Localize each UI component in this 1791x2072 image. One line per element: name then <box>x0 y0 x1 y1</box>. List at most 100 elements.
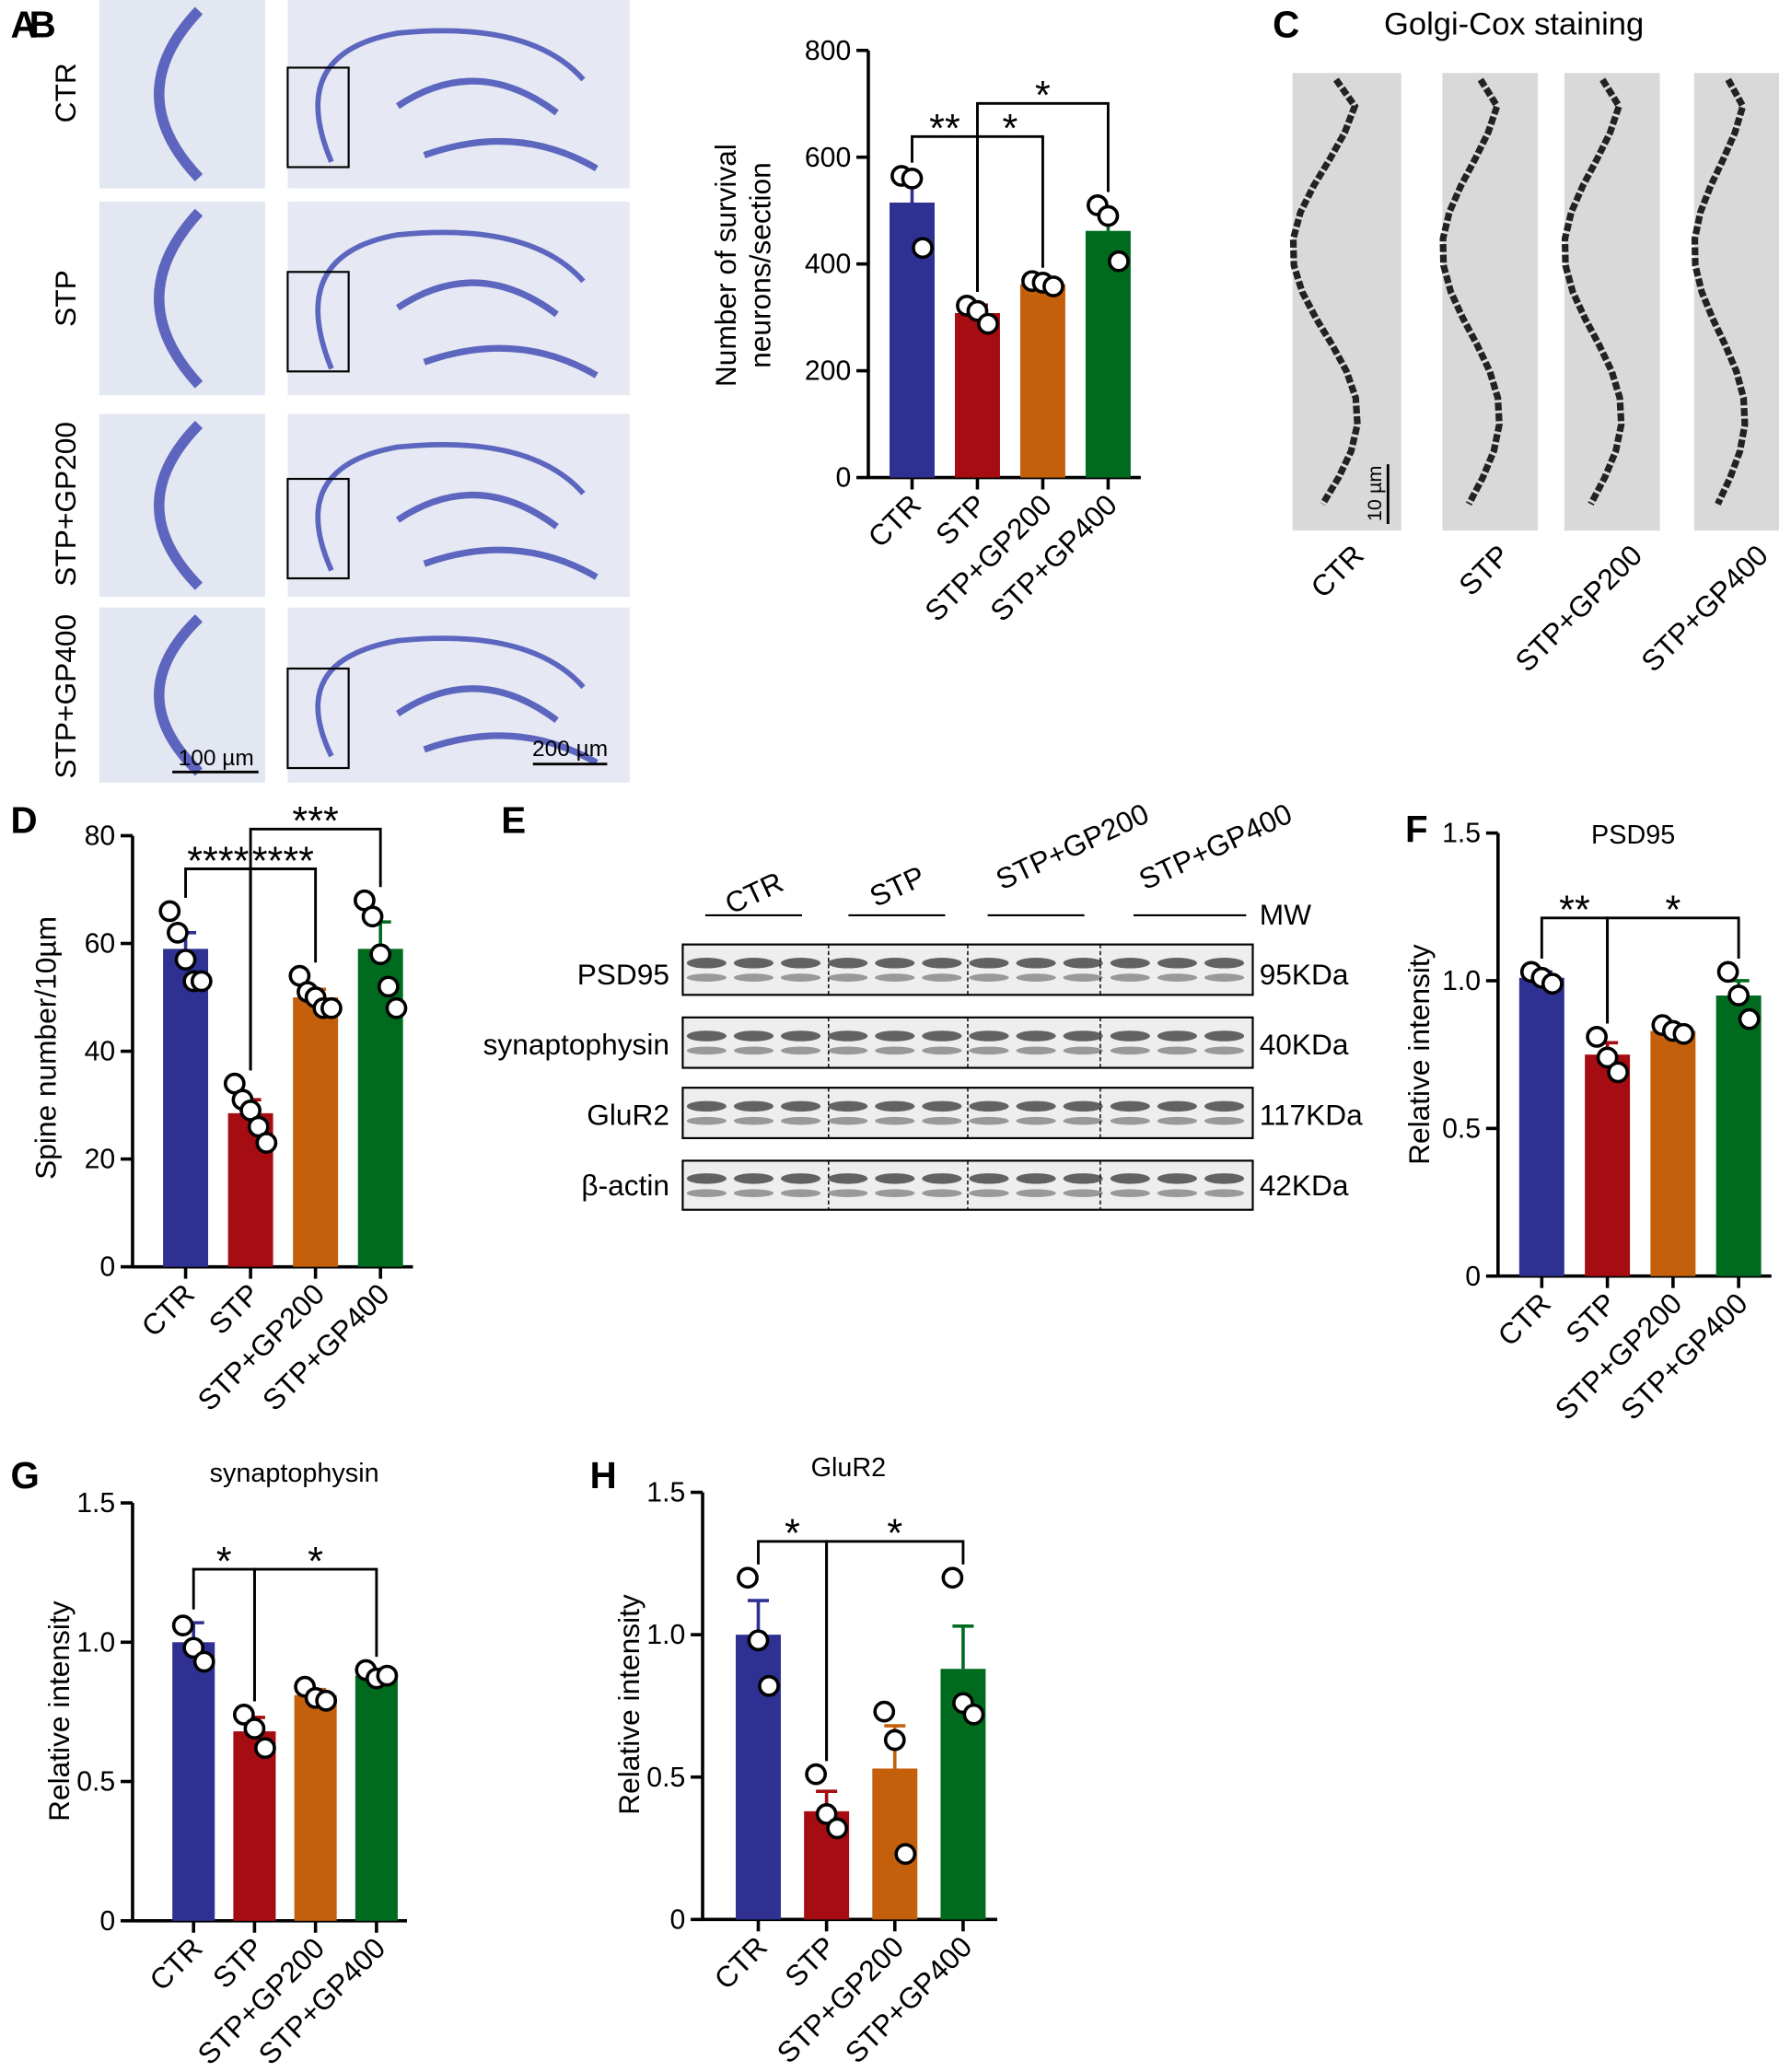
band <box>922 958 962 969</box>
band <box>875 958 915 969</box>
data-point <box>385 996 408 1019</box>
band <box>733 1116 774 1125</box>
panel-e-blot <box>681 914 1254 1211</box>
chart-title: GluR2 <box>811 1453 887 1483</box>
cell-layer <box>154 420 204 590</box>
band <box>922 1030 962 1042</box>
y-tick-label: 1.0 <box>1442 966 1481 996</box>
band <box>733 973 774 982</box>
significance-label: ** <box>929 107 960 151</box>
band <box>828 1046 868 1055</box>
row-label: STP <box>49 270 82 327</box>
bar <box>1585 1054 1631 1276</box>
data-point <box>376 1664 399 1687</box>
bar <box>1085 230 1131 478</box>
band <box>922 1173 962 1184</box>
band <box>1063 1189 1103 1198</box>
band <box>1016 1116 1056 1125</box>
band <box>875 1030 915 1042</box>
row-label: STP+GP200 <box>49 422 82 587</box>
group-label: STP <box>1452 538 1516 601</box>
band <box>733 1173 774 1184</box>
panel-letter: D <box>11 799 38 842</box>
data-point <box>255 1132 278 1154</box>
band <box>780 1116 821 1125</box>
y-axis-label: Relative intensity <box>42 1601 76 1822</box>
blot-row-label: β-actin <box>581 1169 669 1202</box>
significance-bracket <box>825 1540 965 1762</box>
band <box>875 1116 915 1125</box>
band <box>1016 973 1056 982</box>
y-axis-label: neurons/section <box>743 162 776 368</box>
band <box>1016 1100 1056 1112</box>
cell-layer <box>154 614 203 776</box>
y-tick-label: 0 <box>1465 1262 1481 1292</box>
bar <box>172 1642 215 1921</box>
band <box>922 1189 962 1198</box>
band <box>1110 1116 1150 1125</box>
band <box>780 1173 821 1184</box>
data-point <box>894 1843 917 1866</box>
blot-mw: 117KDa <box>1260 1099 1363 1132</box>
band <box>780 973 821 982</box>
data-point <box>192 1650 215 1673</box>
band <box>1157 1116 1198 1125</box>
y-tick-label: 800 <box>805 36 851 66</box>
data-point <box>190 970 213 993</box>
y-tick-label: 400 <box>805 250 851 280</box>
band <box>969 1116 1009 1125</box>
y-tick-label: 0 <box>835 463 851 494</box>
significance-bracket <box>1606 916 1740 1024</box>
significance-label: * <box>308 1540 323 1584</box>
band <box>1110 958 1150 969</box>
band <box>780 1189 821 1198</box>
band <box>922 1100 962 1112</box>
y-tick-label: 60 <box>85 929 116 960</box>
band <box>1204 1189 1245 1198</box>
cell-layer <box>395 279 599 378</box>
band <box>1110 1173 1150 1184</box>
band <box>1016 1173 1056 1184</box>
data-point <box>1108 250 1130 273</box>
blot-mw: 95KDa <box>1260 958 1349 991</box>
y-tick-label: 0 <box>99 1906 115 1937</box>
data-point <box>369 943 392 966</box>
significance-label: * <box>887 1512 902 1556</box>
band <box>875 1100 915 1112</box>
data-point <box>962 1703 985 1726</box>
panel-letter: C <box>1273 3 1299 45</box>
bar <box>1650 1030 1696 1276</box>
band <box>1110 1189 1150 1198</box>
band <box>1204 1030 1245 1042</box>
band <box>828 1189 868 1198</box>
x-tick-label: CTR <box>143 1931 208 1997</box>
group-label: CTR <box>1304 538 1369 604</box>
band <box>1157 958 1198 969</box>
y-tick-label: 0 <box>99 1252 115 1283</box>
group-label: STP <box>865 859 930 914</box>
band <box>969 1046 1009 1055</box>
band <box>686 1173 727 1184</box>
cell-layer <box>315 28 586 163</box>
cell-layer <box>315 229 586 370</box>
error-bar <box>952 1624 974 1670</box>
scale-bar-label: 10 µm <box>1363 466 1386 521</box>
data-point <box>826 1817 849 1840</box>
bar <box>294 1694 337 1921</box>
x-tick-label: CTR <box>135 1277 201 1344</box>
data-point <box>901 168 924 190</box>
dendrite <box>1289 77 1361 506</box>
band <box>828 973 868 982</box>
bar <box>1715 995 1762 1276</box>
group-label: STP+GP400 <box>1134 797 1297 896</box>
panel-letter: B <box>29 3 56 45</box>
significance-label: * <box>216 1540 232 1584</box>
band <box>1110 1100 1150 1112</box>
y-tick-label: 80 <box>85 821 116 852</box>
group-label: CTR <box>720 865 788 920</box>
band <box>1063 973 1103 982</box>
data-point <box>758 1674 780 1697</box>
band <box>969 958 1009 969</box>
band <box>686 1030 727 1042</box>
